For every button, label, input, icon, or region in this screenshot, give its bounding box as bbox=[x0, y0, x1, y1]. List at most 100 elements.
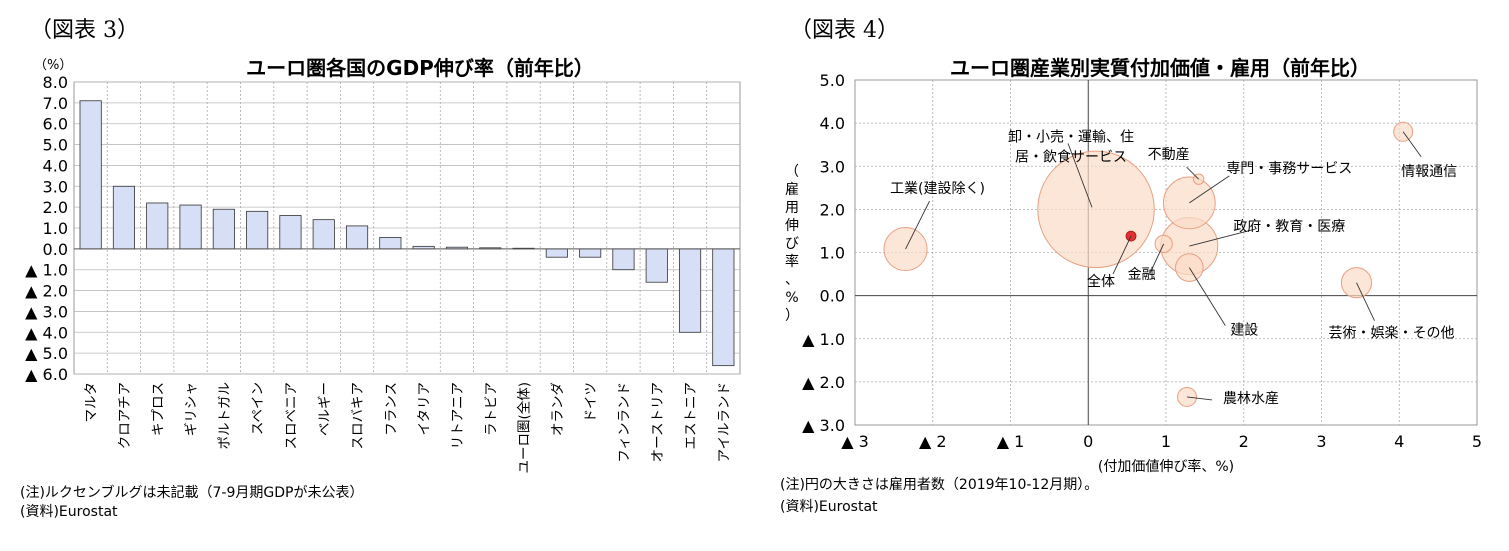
bar bbox=[645, 248, 668, 283]
bar bbox=[579, 248, 602, 258]
bubble-label: 専門・事務サービス bbox=[1226, 161, 1352, 177]
y-tick-label: ▲ 2.0 bbox=[802, 373, 845, 392]
chart-note: (注)ルクセンブルグは未記載（7-9月期GDPが未公表） bbox=[20, 485, 364, 501]
chart-title: ユーロ圏各国のGDP伸び率（前年比） bbox=[246, 56, 594, 80]
bubble bbox=[883, 226, 928, 272]
x-tick-label: ▲ 1 bbox=[997, 432, 1025, 451]
x-tick-label: エストニア bbox=[683, 382, 699, 450]
y-tick-label: 1.0 bbox=[820, 244, 845, 263]
x-tick-label: ▲ 3 bbox=[841, 432, 869, 451]
bubble bbox=[1037, 150, 1155, 269]
y-tick-label: ▲ 6.0 bbox=[25, 365, 68, 384]
bubble bbox=[1393, 121, 1414, 142]
leader-line bbox=[1186, 166, 1199, 180]
bubble bbox=[1177, 386, 1197, 407]
x-tick-label: ドイツ bbox=[583, 382, 599, 423]
y-tick-label: ▲ 2.0 bbox=[25, 282, 68, 301]
leader-line bbox=[1189, 228, 1256, 247]
y-tick-label: 3.0 bbox=[43, 177, 68, 196]
leader-line bbox=[1149, 243, 1165, 275]
x-tick-label: オーストリア bbox=[650, 382, 666, 462]
y-tick-label: ▲ 1.0 bbox=[25, 261, 68, 280]
bar bbox=[179, 204, 202, 250]
leader-line bbox=[1112, 235, 1132, 275]
y-tick-label: ▲ 5.0 bbox=[25, 344, 68, 363]
y-tick-label: 8.0 bbox=[43, 73, 68, 92]
bar bbox=[146, 202, 169, 250]
bar bbox=[545, 248, 568, 258]
chart-source: (資料)Eurostat bbox=[780, 499, 878, 515]
x-tick-label: スロバキア bbox=[350, 382, 366, 450]
y-tick-label: 4.0 bbox=[820, 114, 845, 133]
x-tick-label: オランダ bbox=[550, 382, 566, 436]
bar bbox=[279, 215, 302, 250]
y-tick-label: 5.0 bbox=[43, 136, 68, 155]
x-tick-label: ポルトガル bbox=[217, 382, 233, 450]
bar bbox=[678, 248, 702, 333]
leader-line bbox=[1186, 396, 1213, 401]
bubble-chart: 5.0 4.0 3.0 2.0 1.0 0.0 ▲ 1.0 ▲ 2.0 ▲ 3.0▲ 3 ▲ 2 ▲… bbox=[785, 71, 1482, 475]
x-tick-label: フィンランド bbox=[616, 382, 632, 463]
y-tick-label: 7.0 bbox=[43, 94, 68, 113]
leader-line bbox=[1402, 131, 1422, 158]
y-axis-title: （雇用伸び率、%） bbox=[785, 164, 799, 324]
y-unit-label: （%） bbox=[34, 58, 73, 73]
bar bbox=[112, 185, 136, 250]
bubble bbox=[1175, 253, 1204, 282]
x-tick-label: スペイン bbox=[250, 382, 266, 435]
bubble-label: 政府・教育・医療 bbox=[1233, 218, 1345, 235]
bar bbox=[312, 219, 335, 250]
bar bbox=[712, 248, 735, 367]
chart-title: ユーロ圏産業別実質付加価値・雇用（前年比） bbox=[950, 56, 1370, 80]
x-tick-label: スロベニア bbox=[283, 382, 299, 450]
figure-label: （図表 3） bbox=[30, 18, 139, 43]
x-tick-label: イタリア bbox=[417, 382, 433, 435]
value-added-employment-panel: （図表 4） ユーロ圏産業別実質付加価値・雇用（前年比） 5.0 4.0 3.0 2.… bbox=[760, 0, 1509, 551]
bubble-label: 卸・小売・運輸、住居・飲食サービス bbox=[1008, 129, 1134, 165]
bar bbox=[79, 100, 102, 250]
bar-chart: 8.0 7.0 6.0 5.04.0 3.0 2.0 1.0 0.0 ▲ 1.0 ▲ 2.0▲ 3… bbox=[25, 73, 741, 474]
y-tick-label: 1.0 bbox=[43, 219, 68, 238]
leader-line bbox=[1356, 282, 1375, 321]
x-tick-label: 0 bbox=[1083, 432, 1093, 451]
x-tick-label: キプロス bbox=[150, 382, 166, 436]
y-tick-label: 6.0 bbox=[43, 115, 68, 134]
y-tick-label: ▲ 3.0 bbox=[25, 302, 68, 321]
bar bbox=[212, 208, 235, 250]
x-tick-label: 3 bbox=[1316, 432, 1326, 451]
bubble-label: 不動産 bbox=[1148, 147, 1190, 163]
leader-line bbox=[905, 200, 930, 250]
figure-label: （図表 4） bbox=[790, 18, 899, 43]
x-tick-label: 5 bbox=[1472, 432, 1482, 451]
leader-line bbox=[1188, 267, 1226, 326]
y-tick-label: ▲ 4.0 bbox=[25, 323, 68, 342]
bubble bbox=[1162, 176, 1216, 230]
y-tick-label: 5.0 bbox=[820, 71, 845, 90]
bubble-label: 金融 bbox=[1128, 267, 1156, 283]
bubble-label: 全体 bbox=[1087, 273, 1115, 290]
bar bbox=[612, 248, 635, 271]
x-tick-label: マルタ bbox=[84, 382, 100, 423]
x-tick-label: クロアチア bbox=[117, 382, 133, 449]
leader-line bbox=[1067, 143, 1093, 208]
x-tick-label: リトアニア bbox=[450, 382, 466, 449]
bubble-label: 建設 bbox=[1230, 323, 1258, 339]
y-tick-label: ▲ 1.0 bbox=[802, 330, 845, 349]
x-tick-label: 1 bbox=[1161, 432, 1171, 451]
bubble-label: 農林水産 bbox=[1223, 391, 1279, 407]
bar bbox=[345, 225, 369, 250]
y-tick-label: 2.0 bbox=[820, 200, 845, 219]
bubble-label: 工業(建設除く) bbox=[890, 181, 985, 197]
bar bbox=[246, 210, 269, 250]
x-tick-label: ギリシャ bbox=[184, 382, 200, 436]
gdp-growth-panel: （図表 3） ユーロ圏各国のGDP伸び率（前年比） （%） 8.0 7.0 6.0 5… bbox=[20, 18, 741, 520]
y-tick-label: 0.0 bbox=[820, 287, 845, 306]
x-tick-label: ラトビア bbox=[483, 382, 499, 436]
x-tick-label: ベルギー bbox=[317, 382, 333, 436]
bubble-label: 芸術・娯楽・その他 bbox=[1328, 326, 1454, 342]
x-tick-label: アイルランド bbox=[716, 382, 732, 462]
chart-note: (注)円の大きさは雇用者数（2019年10-12月期）。 bbox=[780, 477, 1099, 493]
y-tick-label: 3.0 bbox=[820, 157, 845, 176]
bar bbox=[379, 236, 402, 250]
leader-line bbox=[1189, 175, 1230, 204]
